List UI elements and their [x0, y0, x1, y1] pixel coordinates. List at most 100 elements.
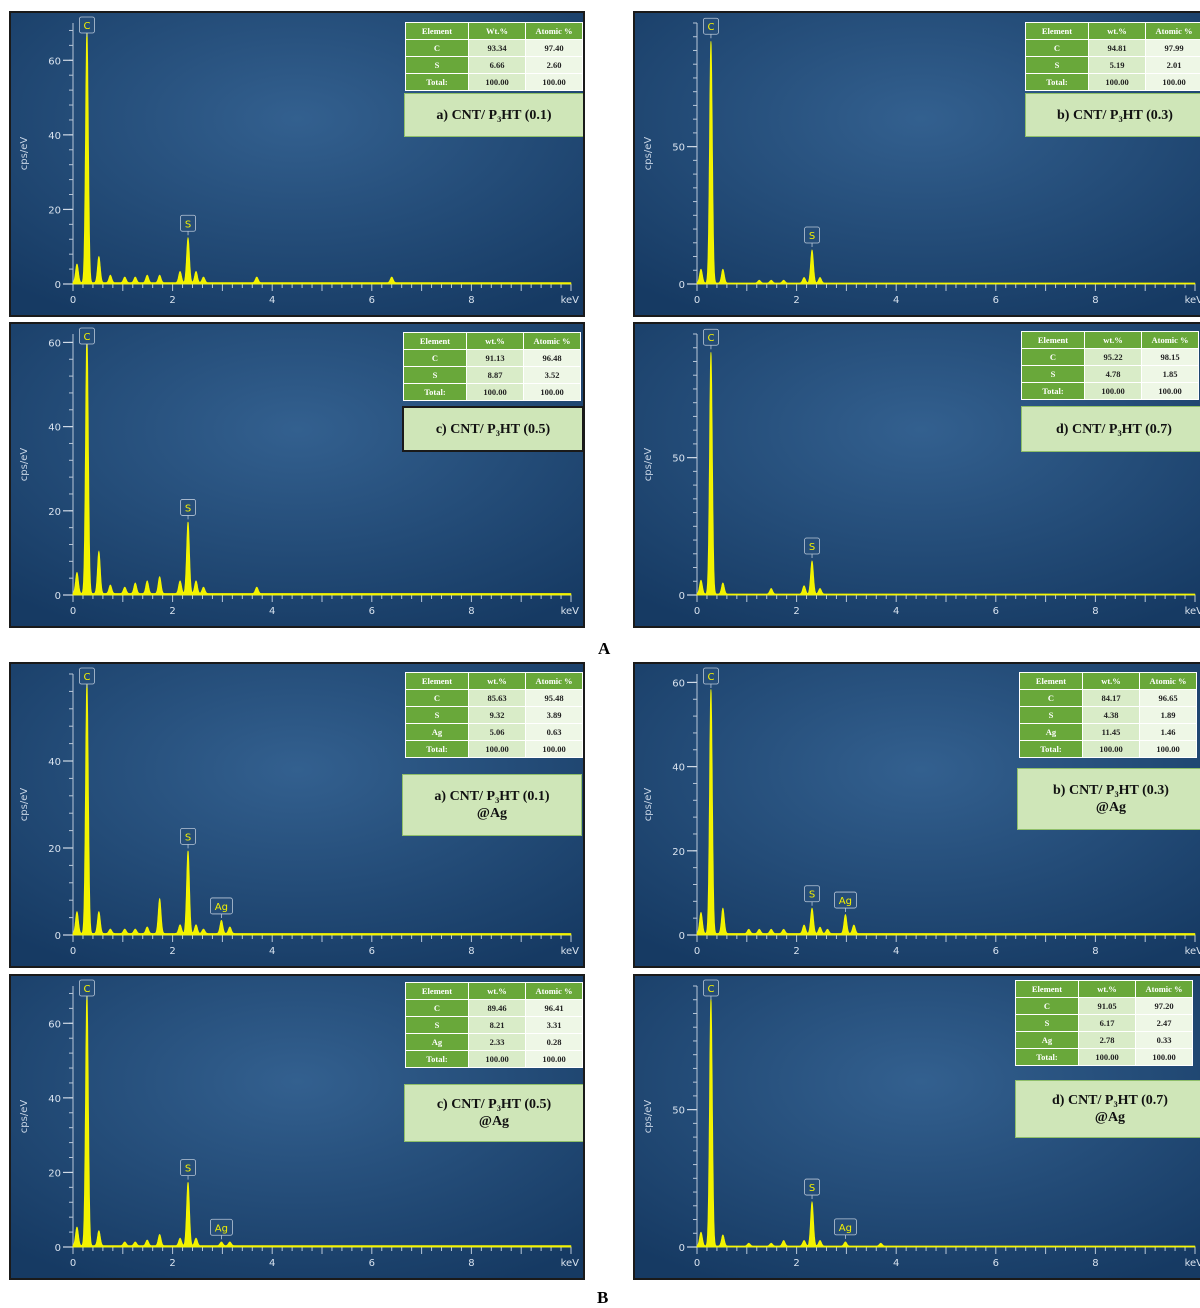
element-cell: Ag: [405, 723, 469, 741]
table-header-cell: wt.%: [1084, 331, 1142, 349]
panel-caption: b) CNT/ P₃HT (0.3) @Ag: [1017, 768, 1200, 830]
x-tick-label: 6: [369, 295, 375, 306]
element-cell: C: [405, 39, 469, 57]
caption-line: c) CNT/ P₃HT (0.5): [436, 1097, 552, 1112]
table-row: Total: 100.00 100.00: [405, 73, 583, 91]
composition-table: Element wt.% Atomic % C 84.17 96.65 S 4.38 1.89 A…: [1019, 672, 1197, 758]
wt-percent-cell: 8.21: [468, 1016, 526, 1034]
peak-label-c: C: [83, 332, 90, 343]
table-row: Total: 100.00 100.00: [405, 1050, 583, 1068]
y-tick-label: 60: [48, 1019, 61, 1030]
x-tick-label: 8: [468, 946, 474, 957]
atomic-percent-cell: 2.47: [1135, 1014, 1193, 1032]
caption-text: a) CNT/ P₃HT (0.1): [436, 107, 551, 124]
y-tick-label: 60: [48, 56, 61, 67]
table-header-cell: Element: [403, 332, 467, 350]
table-header-cell: Atomic %: [525, 672, 583, 690]
y-tick-label: 40: [48, 131, 61, 142]
wt-percent-cell: 6.66: [468, 56, 526, 74]
peak-label-box: [834, 1218, 857, 1236]
element-cell: Total:: [405, 740, 469, 758]
panel-caption: a) CNT/ P₃HT (0.1): [404, 93, 583, 137]
wt-percent-cell: 4.38: [1082, 706, 1140, 724]
peak-label-ag: Ag: [839, 896, 852, 907]
table-row: C 89.46 96.41: [405, 999, 583, 1017]
table-row: C 85.63 95.48: [405, 689, 583, 707]
element-cell: C: [1025, 39, 1089, 57]
table-row: Ag 11.45 1.46: [1019, 723, 1197, 741]
table-header-row: Element wt.% Atomic %: [1015, 980, 1193, 998]
y-tick-label: 0: [679, 931, 685, 942]
element-cell: C: [405, 689, 469, 707]
atomic-percent-cell: 0.28: [525, 1033, 583, 1051]
table-header-cell: Atomic %: [1145, 22, 1200, 40]
table-header-cell: wt.%: [468, 982, 526, 1000]
atomic-percent-cell: 1.89: [1139, 706, 1197, 724]
atomic-percent-cell: 98.15: [1141, 348, 1199, 366]
table-header-cell: wt.%: [466, 332, 524, 350]
element-cell: Total:: [405, 73, 469, 91]
wt-percent-cell: 84.17: [1082, 689, 1140, 707]
table-row: Total: 100.00 100.00: [1021, 382, 1199, 400]
x-tick-label: 2: [169, 295, 175, 306]
composition-table: Element wt.% Atomic % C 91.05 97.20 S 6.17 2.47 A…: [1015, 980, 1193, 1066]
x-tick-label: 6: [369, 1258, 375, 1269]
spectrum-series: [696, 998, 1196, 1248]
wt-percent-cell: 100.00: [468, 740, 526, 758]
table-header-row: Element wt.% Atomic %: [405, 982, 583, 1000]
table-row: Total: 100.00 100.00: [1019, 740, 1197, 758]
peak-label-s: S: [809, 1183, 815, 1194]
table-header-cell: wt.%: [1088, 22, 1146, 40]
table-header-row: Element wt.% Atomic %: [1021, 331, 1199, 349]
table-row: Ag 2.33 0.28: [405, 1033, 583, 1051]
table-row: Ag 5.06 0.63: [405, 723, 583, 741]
element-cell: Total:: [1021, 382, 1085, 400]
y-tick-label: 20: [48, 844, 61, 855]
spectrum-series: [72, 333, 572, 596]
caption-line: a) CNT/ P₃HT (0.1): [436, 107, 552, 123]
table-row: S 4.38 1.89: [1019, 706, 1197, 724]
caption-text: d) CNT/ P₃HT (0.7): [1056, 421, 1172, 438]
peak-label-c: C: [707, 333, 714, 344]
table-row: S 6.17 2.47: [1015, 1014, 1193, 1032]
x-axis-label: keV: [1185, 295, 1200, 306]
section-label-b: B: [597, 1288, 609, 1307]
element-cell: C: [405, 999, 469, 1017]
x-tick-label: 0: [70, 295, 76, 306]
table-row: Total: 100.00 100.00: [1015, 1048, 1193, 1066]
table-header-row: Element wt.% Atomic %: [1025, 22, 1200, 40]
atomic-percent-cell: 96.41: [525, 999, 583, 1017]
peak-label-s: S: [185, 1164, 191, 1175]
atomic-percent-cell: 95.48: [525, 689, 583, 707]
atomic-percent-cell: 100.00: [1141, 382, 1199, 400]
element-cell: Total:: [1015, 1048, 1079, 1066]
eds-panel-a-cnt-p3ht-0-1: 0 20 40 60 0 2 4 6 8 keV cps/eV C S Element Wt.% Atomi…: [9, 11, 585, 317]
table-row: S 6.66 2.60: [405, 56, 583, 74]
x-tick-label: 4: [269, 1258, 275, 1269]
table-header-cell: Element: [1015, 980, 1079, 998]
table-row: Total: 100.00 100.00: [403, 383, 581, 401]
x-tick-label: 2: [169, 1258, 175, 1269]
eds-panel-a-cnt-p3ht-0-1-ag: 0 20 40 0 2 4 6 8 keV cps/eV C S Ag Element wt.% Atomi…: [9, 662, 585, 968]
peak-label-ag: Ag: [839, 1223, 852, 1234]
x-tick-label: 4: [893, 295, 899, 306]
wt-percent-cell: 89.46: [468, 999, 526, 1017]
atomic-percent-cell: 97.40: [525, 39, 583, 57]
atomic-percent-cell: 100.00: [525, 73, 583, 91]
wt-percent-cell: 5.19: [1088, 56, 1146, 74]
table-row: S 8.87 3.52: [403, 366, 581, 384]
element-cell: Ag: [1015, 1031, 1079, 1049]
wt-percent-cell: 4.78: [1084, 365, 1142, 383]
composition-table: Element wt.% Atomic % C 85.63 95.48 S 9.32 3.89 A…: [405, 672, 583, 758]
table-row: Total: 100.00 100.00: [405, 740, 583, 758]
caption-text: b) CNT/ P₃HT (0.3): [1057, 107, 1173, 124]
x-tick-label: 4: [893, 946, 899, 957]
table-header-cell: wt.%: [1078, 980, 1136, 998]
wt-percent-cell: 11.45: [1082, 723, 1140, 741]
table-header-cell: Atomic %: [523, 332, 581, 350]
peak-label-c: C: [83, 984, 90, 995]
table-header-cell: Wt.%: [468, 22, 526, 40]
panel-caption: b) CNT/ P₃HT (0.3): [1025, 93, 1200, 137]
atomic-percent-cell: 100.00: [1135, 1048, 1193, 1066]
